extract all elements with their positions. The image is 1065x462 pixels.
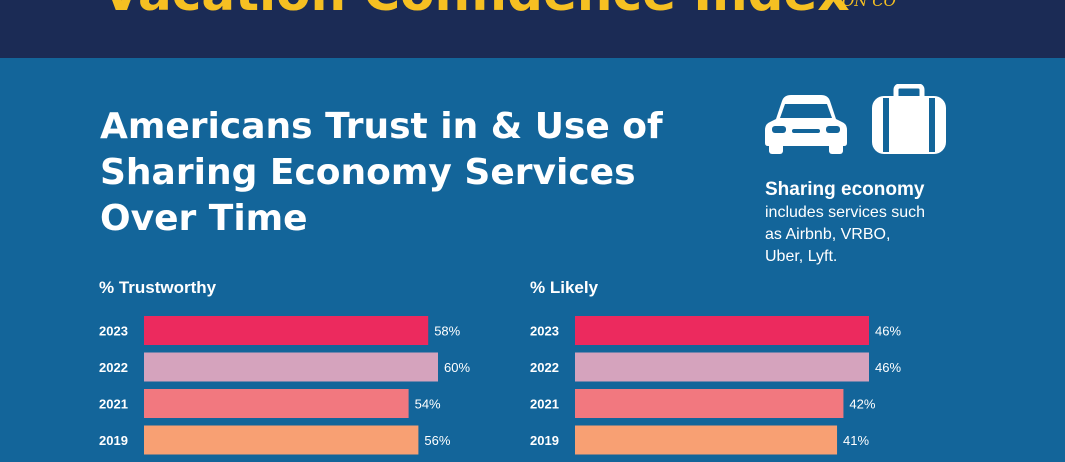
category-label: 2019 [530,433,559,448]
category-label: 2021 [530,397,559,412]
chart-title: % Likely [530,278,599,297]
top-banner: Vacation Confidence Index ON CO [0,0,1065,58]
value-label: 56% [424,433,450,448]
bar [575,425,838,455]
page-title: Americans Trust in & Use of Sharing Econ… [100,104,700,242]
bar [575,389,844,418]
banner-mark: ON CO [842,0,896,10]
car-icon [765,95,847,154]
note-line: includes services such [765,204,926,221]
value-label: 54% [415,397,441,412]
sharing-economy-note: Sharing economy includes services such a… [765,178,995,268]
likely-chart: % Likely 2023 46% 2022 46% 2021 42% 2019 41% [530,278,960,458]
page-title-line: Over Time [100,198,308,239]
bar [575,352,869,382]
bar [575,316,869,345]
banner-title: Vacation Confidence Index [102,0,850,22]
value-label: 42% [849,397,875,412]
value-label: 46% [875,360,901,375]
value-label: 58% [434,324,460,339]
page-title-line: Americans Trust in & Use of [100,106,663,147]
trustworthy-chart: % Trustworthy 2023 58% 2022 60% 2021 54% 2019 5… [99,278,529,458]
category-label: 2022 [99,360,128,375]
category-label: 2023 [530,324,559,339]
bar [144,389,409,418]
bar [144,425,419,455]
value-label: 60% [444,360,470,375]
note-title: Sharing economy [765,179,925,200]
category-label: 2022 [530,360,559,375]
chart-plot: 2023 58% 2022 60% 2021 54% 2019 56% [99,316,470,455]
category-label: 2023 [99,324,128,339]
note-line: Uber, Lyft. [765,248,838,265]
bar [144,352,438,382]
value-label: 46% [875,324,901,339]
chart-title: % Trustworthy [99,278,217,297]
note-line: as Airbnb, VRBO, [765,226,891,243]
value-label: 41% [843,433,869,448]
chart-plot: 2023 46% 2022 46% 2021 42% 2019 41% [530,316,901,455]
category-label: 2021 [99,397,128,412]
suitcase-icon [872,84,946,154]
page-title-line: Sharing Economy Services [100,152,636,193]
category-label: 2019 [99,433,128,448]
bar [144,316,429,345]
